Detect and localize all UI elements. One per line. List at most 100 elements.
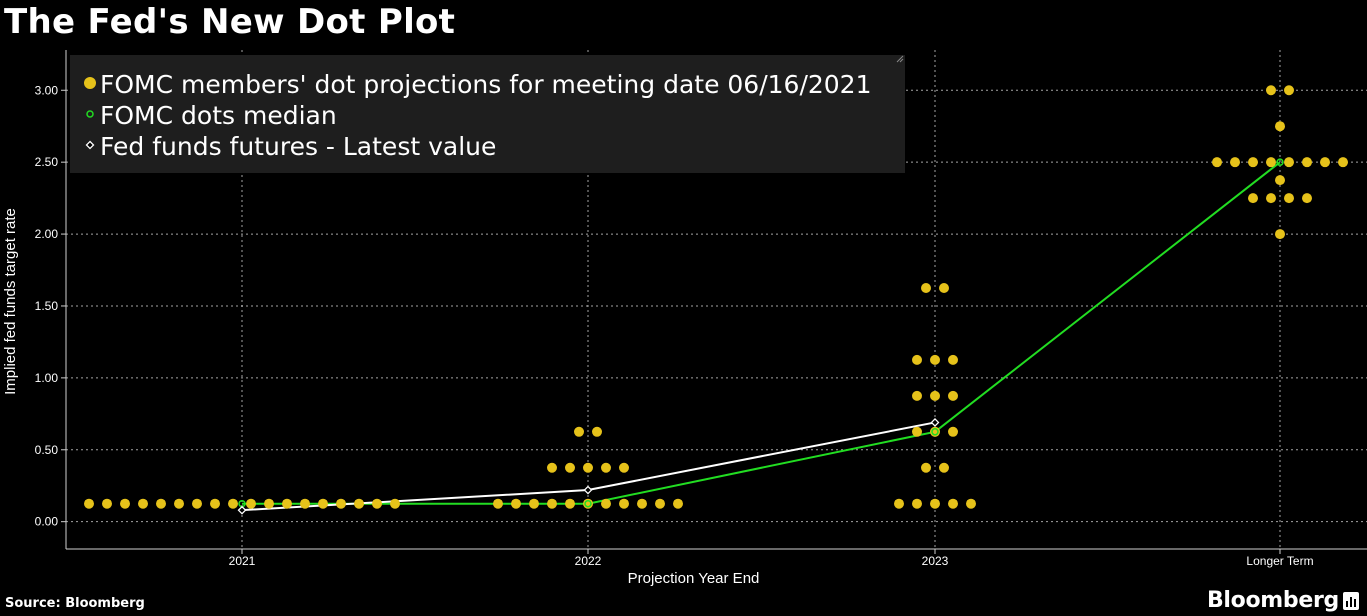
fomc-dot <box>1284 85 1294 96</box>
x-tick-label: 2021 <box>229 554 256 568</box>
fomc-dot <box>228 498 238 509</box>
fomc-dot <box>120 498 130 509</box>
fomc-dot <box>565 462 575 473</box>
fomc-dot <box>1275 175 1285 186</box>
fomc-dot <box>921 282 931 293</box>
y-axis-title: Implied fed funds target rate <box>2 208 19 395</box>
fomc-dot <box>102 498 112 509</box>
fomc-dot <box>318 498 328 509</box>
y-tick-label: 2.50 <box>35 155 59 169</box>
fomc-dot <box>529 498 539 509</box>
fomc-dot <box>547 498 557 509</box>
fomc-dot <box>1230 157 1240 168</box>
fomc-dot <box>894 498 904 509</box>
fomc-dot <box>1338 157 1348 168</box>
legend-futures-swatch <box>85 140 95 150</box>
y-tick-label: 1.00 <box>35 371 59 385</box>
fomc-dot <box>948 354 958 365</box>
fomc-dot <box>1248 193 1258 204</box>
y-tick-label: 1.50 <box>35 299 59 313</box>
resize-grip-icon <box>896 55 904 63</box>
fomc-dot <box>1266 85 1276 96</box>
fomc-dot <box>1320 157 1330 168</box>
fomc-dot <box>930 354 940 365</box>
fomc-dot <box>601 462 611 473</box>
fomc-dot <box>493 498 503 509</box>
futures-marker <box>583 485 593 495</box>
fomc-dot <box>547 462 557 473</box>
y-tick-label: 0.00 <box>35 515 59 529</box>
fomc-dot <box>574 426 584 437</box>
fomc-dot <box>948 426 958 437</box>
fomc-dot <box>210 498 220 509</box>
fomc-dot <box>583 462 593 473</box>
fomc-dot <box>966 498 976 509</box>
futures-marker <box>930 418 940 427</box>
y-tick-label: 2.00 <box>35 227 59 241</box>
fomc-dot <box>1275 229 1285 240</box>
legend-entry: FOMC dots median <box>100 101 337 130</box>
fomc-dot <box>619 498 629 509</box>
marker-layer <box>237 158 1284 515</box>
fomc-dot <box>336 498 346 509</box>
fomc-dot <box>939 462 949 473</box>
legend-median-swatch <box>86 110 94 118</box>
fomc-dot <box>930 498 940 509</box>
fomc-dot <box>655 498 665 509</box>
y-tick-label: 3.00 <box>35 83 59 97</box>
fomc-dot <box>300 498 310 509</box>
fomc-dot <box>601 498 611 509</box>
legend-entry: FOMC members' dot projections for meetin… <box>100 70 871 99</box>
legend-entry: Fed funds futures - Latest value <box>100 132 496 161</box>
fomc-dot <box>1302 193 1312 204</box>
fomc-dot <box>246 498 256 509</box>
median-line <box>242 161 1281 505</box>
fomc-dot <box>511 498 521 509</box>
fomc-dot <box>156 498 166 509</box>
median-marker <box>931 428 939 436</box>
fomc-dot <box>912 354 922 365</box>
fomc-dot <box>282 498 292 509</box>
median-marker <box>1276 158 1284 166</box>
bar-chart-icon <box>1343 591 1359 610</box>
fomc-dot <box>1275 121 1285 132</box>
fomc-dot <box>948 498 958 509</box>
axis-layer: Implied fed funds target rate Projection… <box>2 50 1367 587</box>
fomc-dot <box>592 426 602 437</box>
fomc-dot <box>619 462 629 473</box>
brand-logo: Bloomberg <box>1207 588 1359 613</box>
fomc-dot <box>372 498 382 509</box>
fomc-dot <box>1248 157 1258 168</box>
fomc-dot <box>930 390 940 401</box>
fomc-dot <box>354 498 364 509</box>
x-tick-label: 2023 <box>922 554 949 568</box>
legend-box <box>70 55 905 173</box>
fomc-dot <box>948 390 958 401</box>
fomc-dot <box>84 498 94 509</box>
futures-marker <box>237 505 247 515</box>
fomc-dot <box>192 498 202 509</box>
fomc-dot <box>565 498 575 509</box>
fomc-dot <box>390 498 400 509</box>
x-tick-label: Longer Term <box>1246 554 1313 568</box>
fomc-dot <box>912 498 922 509</box>
x-tick-label: 2022 <box>575 554 602 568</box>
line-layer <box>241 161 1281 512</box>
fomc-dot <box>264 498 274 509</box>
source-note: Source: Bloomberg <box>5 596 145 611</box>
fomc-dot <box>138 498 148 509</box>
fomc-dot <box>637 498 647 509</box>
fomc-dot <box>1266 193 1276 204</box>
fomc-dot <box>912 390 922 401</box>
x-axis-title: Projection Year End <box>628 570 760 587</box>
fomc-dot <box>1302 157 1312 168</box>
y-tick-label: 0.50 <box>35 443 59 457</box>
legend: FOMC members' dot projections for meetin… <box>70 55 905 173</box>
chart-title: The Fed's New Dot Plot <box>4 2 456 42</box>
fomc-dot <box>1284 193 1294 204</box>
fomc-dot <box>174 498 184 509</box>
fomc-dot <box>1266 157 1276 168</box>
brand-name: Bloomberg <box>1206 588 1339 613</box>
fomc-dot <box>1284 157 1294 168</box>
